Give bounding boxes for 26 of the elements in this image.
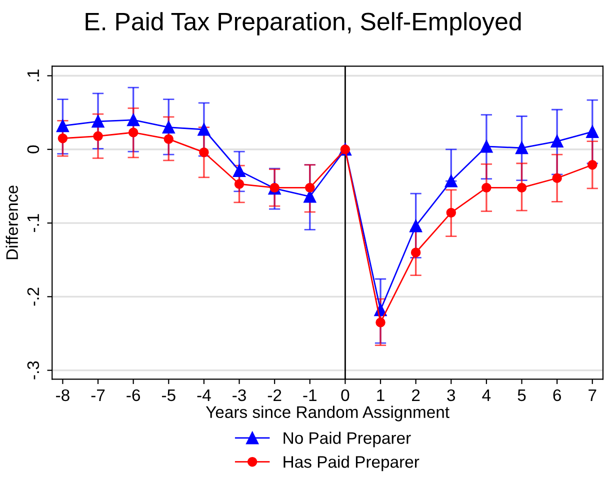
y-tick-label: 0 [27, 145, 40, 154]
x-tick-label: -2 [268, 389, 282, 401]
x-tick-label: -1 [303, 389, 316, 401]
x-tick-label: 0 [341, 389, 350, 402]
x-tick-label: -4 [197, 389, 211, 401]
x-tick-label: -5 [162, 389, 176, 402]
chart-title: E. Paid Tax Preparation, Self-Employed [86, 12, 521, 36]
x-tick-label: -7 [91, 389, 105, 401]
x-tick-label: 6 [553, 389, 561, 402]
legend-label: No Paid Preparer [284, 432, 411, 448]
y-tick-label: .1 [27, 70, 39, 82]
x-tick-label: -6 [126, 389, 140, 402]
x-tick-label: -8 [56, 389, 70, 402]
x-tick-label: 4 [482, 389, 491, 401]
x-tick-label: 2 [412, 389, 420, 401]
y-tick-label: -.2 [27, 288, 39, 306]
x-tick-label: 3 [447, 389, 456, 402]
y-axis-title: Difference [6, 186, 18, 260]
x-tick-label: -3 [232, 389, 246, 402]
x-tick-label: 1 [377, 389, 384, 401]
y-tick-label: -.3 [27, 361, 40, 380]
x-tick-label: 5 [518, 389, 526, 402]
legend-label: Has Paid Preparer [284, 456, 420, 472]
x-axis-title: Years since Random Assignment [206, 406, 450, 422]
x-tick-label: 7 [588, 389, 596, 401]
y-tick-label: -.1 [27, 214, 39, 232]
